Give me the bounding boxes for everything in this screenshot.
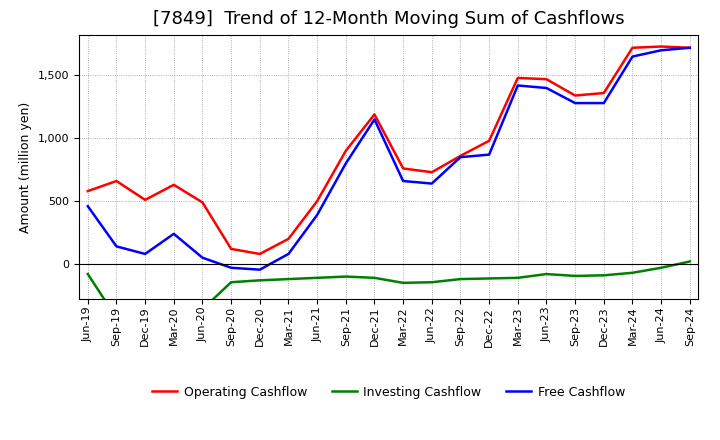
Investing Cashflow <box>169 310 178 315</box>
Free Cashflow <box>657 48 665 53</box>
Operating Cashflow <box>600 90 608 95</box>
Operating Cashflow <box>227 246 235 252</box>
Operating Cashflow <box>284 236 293 242</box>
Free Cashflow <box>227 265 235 271</box>
Investing Cashflow <box>657 265 665 271</box>
Operating Cashflow <box>256 251 264 257</box>
Free Cashflow <box>485 152 493 157</box>
Free Cashflow <box>685 45 694 51</box>
Line: Operating Cashflow: Operating Cashflow <box>88 47 690 254</box>
Free Cashflow <box>169 231 178 236</box>
Investing Cashflow <box>600 273 608 278</box>
Free Cashflow <box>256 267 264 272</box>
Legend: Operating Cashflow, Investing Cashflow, Free Cashflow: Operating Cashflow, Investing Cashflow, … <box>148 381 630 404</box>
Operating Cashflow <box>312 198 321 204</box>
Operating Cashflow <box>485 138 493 143</box>
Free Cashflow <box>571 100 580 106</box>
Operating Cashflow <box>571 93 580 98</box>
Investing Cashflow <box>198 307 207 312</box>
Investing Cashflow <box>141 315 150 321</box>
Operating Cashflow <box>112 178 121 183</box>
Free Cashflow <box>312 213 321 218</box>
Investing Cashflow <box>284 276 293 282</box>
Investing Cashflow <box>112 315 121 321</box>
Free Cashflow <box>370 117 379 122</box>
Operating Cashflow <box>428 169 436 175</box>
Line: Free Cashflow: Free Cashflow <box>88 48 690 270</box>
Free Cashflow <box>112 244 121 249</box>
Operating Cashflow <box>141 197 150 202</box>
Investing Cashflow <box>84 271 92 277</box>
Free Cashflow <box>284 251 293 257</box>
Line: Investing Cashflow: Investing Cashflow <box>88 261 690 318</box>
Free Cashflow <box>428 181 436 186</box>
Free Cashflow <box>141 251 150 257</box>
Investing Cashflow <box>227 279 235 285</box>
Investing Cashflow <box>513 275 522 280</box>
Investing Cashflow <box>685 259 694 264</box>
Free Cashflow <box>456 154 465 160</box>
Operating Cashflow <box>542 77 551 82</box>
Free Cashflow <box>542 85 551 91</box>
Free Cashflow <box>84 204 92 209</box>
Y-axis label: Amount (million yen): Amount (million yen) <box>19 102 32 233</box>
Operating Cashflow <box>370 112 379 117</box>
Free Cashflow <box>600 100 608 106</box>
Operating Cashflow <box>341 148 350 154</box>
Operating Cashflow <box>456 153 465 158</box>
Operating Cashflow <box>399 166 408 171</box>
Operating Cashflow <box>513 75 522 81</box>
Investing Cashflow <box>571 273 580 279</box>
Operating Cashflow <box>198 200 207 205</box>
Investing Cashflow <box>542 271 551 277</box>
Investing Cashflow <box>341 274 350 279</box>
Investing Cashflow <box>428 279 436 285</box>
Investing Cashflow <box>312 275 321 280</box>
Operating Cashflow <box>657 44 665 49</box>
Free Cashflow <box>341 161 350 166</box>
Free Cashflow <box>399 178 408 183</box>
Investing Cashflow <box>256 278 264 283</box>
Free Cashflow <box>628 54 636 59</box>
Operating Cashflow <box>628 45 636 51</box>
Investing Cashflow <box>456 276 465 282</box>
Operating Cashflow <box>169 182 178 187</box>
Investing Cashflow <box>399 280 408 286</box>
Free Cashflow <box>198 255 207 260</box>
Title: [7849]  Trend of 12-Month Moving Sum of Cashflows: [7849] Trend of 12-Month Moving Sum of C… <box>153 10 625 28</box>
Free Cashflow <box>513 83 522 88</box>
Investing Cashflow <box>370 275 379 280</box>
Operating Cashflow <box>685 45 694 51</box>
Operating Cashflow <box>84 188 92 194</box>
Investing Cashflow <box>628 270 636 275</box>
Investing Cashflow <box>485 276 493 281</box>
